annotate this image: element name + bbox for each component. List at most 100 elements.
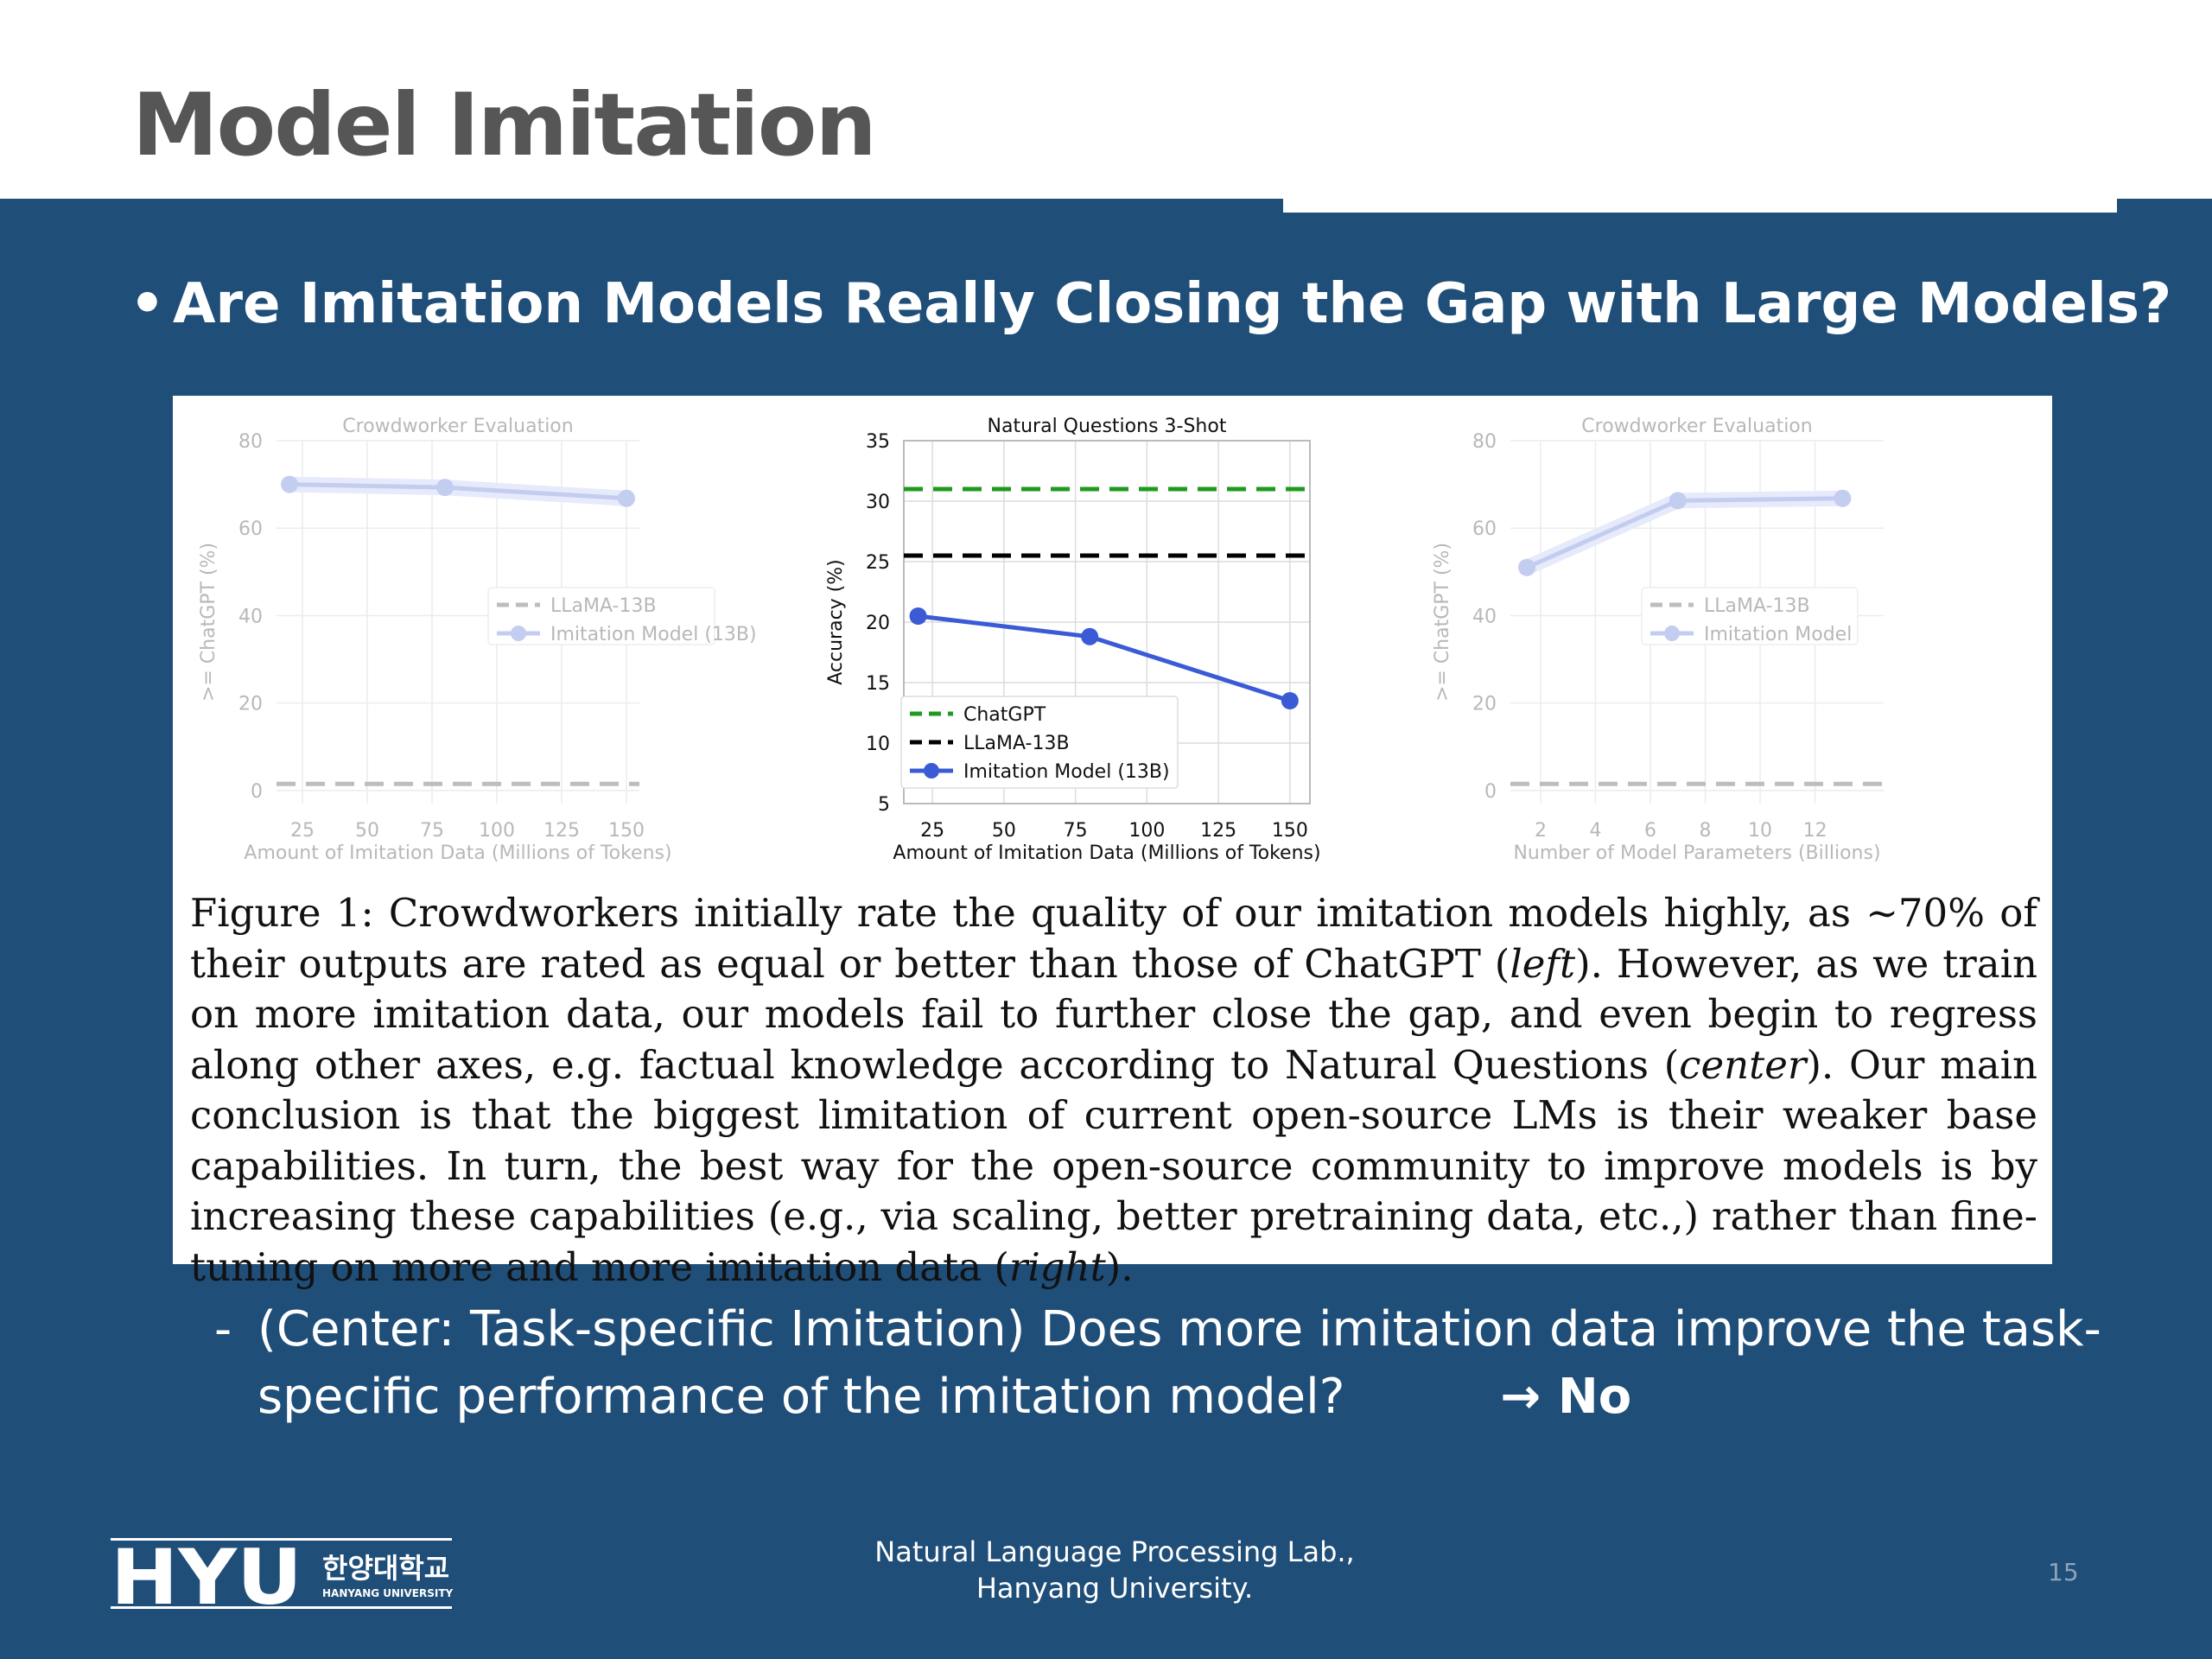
- chart-center-natural-questions: 25 50 75 100 125 150 5 10 15 20 25 30 35 Natural Ques…: [825, 416, 1321, 862]
- y-tick-label: 80: [238, 431, 263, 453]
- y-tick-label: 80: [1472, 431, 1497, 453]
- legend-box: [487, 587, 715, 645]
- x-tick-label: 150: [1272, 820, 1308, 842]
- x-axis-label: Number of Model Parameters (Billions): [1513, 842, 1880, 862]
- y-tick-label: 30: [866, 492, 890, 513]
- x-tick-label: 125: [1200, 820, 1236, 842]
- x-tick-label: 75: [1064, 820, 1088, 842]
- footer-lab-line2: Hanyang University.: [976, 1572, 1254, 1605]
- x-tick-label: 100: [479, 820, 515, 842]
- x-tick-label: 10: [1748, 820, 1772, 842]
- figure-image: 25 50 75 100 125 150 0 20 40 60 80 Crowdworker Eval…: [173, 396, 2052, 1290]
- caption-italic-center: center: [1679, 1041, 1807, 1088]
- x-tick-label: 25: [290, 820, 315, 842]
- x-tick-label: 150: [608, 820, 645, 842]
- plot-frame: [903, 440, 1311, 804]
- header-tab-decoration: [1283, 199, 2117, 213]
- y-tick-label: 20: [238, 694, 263, 715]
- y-tick-label: 25: [866, 552, 890, 574]
- data-point: [1669, 492, 1687, 510]
- sub-bullet-dash: -: [214, 1301, 232, 1357]
- caption-text-2: ). However, as we train on more imitatio…: [190, 940, 2037, 1088]
- legend-label: ChatGPT: [963, 704, 1046, 726]
- y-tick-label: 0: [251, 781, 263, 803]
- y-axis-label: >= ChatGPT (%): [1432, 543, 1453, 702]
- y-tick-label: 5: [878, 794, 890, 816]
- x-tick-label: 50: [992, 820, 1016, 842]
- y-tick-label: 60: [1472, 518, 1497, 540]
- bullet-dot: •: [130, 272, 165, 336]
- legend-marker: [924, 763, 939, 779]
- footer-lab-line1: Natural Language Processing Lab.,: [874, 1535, 1355, 1568]
- x-axis-label: Amount of Imitation Data (Millions of To…: [244, 842, 671, 862]
- logo-english: HANYANG UNIVERSITY: [322, 1587, 454, 1599]
- data-point: [436, 479, 454, 497]
- legend-label: Imitation Model (13B): [963, 761, 1170, 783]
- logo-korean: 한양대학교: [322, 1552, 449, 1585]
- data-point: [909, 607, 927, 625]
- right-arrow-icon: →: [1500, 1369, 1541, 1425]
- data-point: [1834, 489, 1852, 507]
- data-point: [1081, 627, 1099, 645]
- y-tick-label: 15: [866, 673, 890, 695]
- data-point: [618, 489, 635, 507]
- caption-italic-left: left: [1510, 940, 1576, 987]
- hyu-logo: HYU 한양대학교 HANYANG UNIVERSITY: [111, 1533, 456, 1622]
- caption-text-1: Figure 1: Crowdworkers initially rate th…: [190, 890, 2037, 987]
- legend-label: Imitation Model (13B): [550, 624, 757, 645]
- caption-text-4: ).: [1105, 1243, 1134, 1290]
- x-axis-label: Amount of Imitation Data (Millions of To…: [893, 842, 1320, 862]
- legend-label: LLaMA-13B: [550, 595, 657, 617]
- logo-text: HYU: [111, 1538, 302, 1611]
- sub-bullet-text: (Center: Task-specific Imitation) Does m…: [257, 1301, 2101, 1425]
- data-point: [1518, 558, 1536, 576]
- answer-text: No: [1557, 1369, 1632, 1425]
- y-axis-label: Accuracy (%): [825, 559, 847, 685]
- chart-left-crowdworker: 25 50 75 100 125 150 0 20 40 60 80 Crowdworker Eval…: [198, 416, 757, 862]
- x-tick-label: 8: [1700, 820, 1712, 842]
- y-tick-label: 60: [238, 518, 263, 540]
- x-tick-label: 2: [1535, 820, 1547, 842]
- chart-title: Natural Questions 3-Shot: [988, 416, 1227, 437]
- legend-marker: [511, 626, 526, 641]
- page-number: 15: [2048, 1558, 2079, 1586]
- x-tick-label: 6: [1644, 820, 1656, 842]
- x-tick-label: 12: [1803, 820, 1827, 842]
- x-tick-label: 125: [543, 820, 580, 842]
- y-tick-label: 20: [866, 613, 890, 634]
- legend-label: LLaMA-13B: [1704, 595, 1810, 617]
- slide-title: Model Imitation: [132, 74, 877, 175]
- caption-text-3: ). Our main conclusion is that the bigge…: [190, 1041, 2038, 1290]
- series-line: [1526, 496, 1843, 570]
- chart-right-crowdworker-params: 2 4 6 8 10 12 0 20 40 60 80 Crowdworker Evaluation N…: [1432, 416, 1884, 862]
- x-tick-label: 25: [920, 820, 944, 842]
- y-tick-label: 20: [1472, 694, 1497, 715]
- figure-caption: Figure 1: Crowdworkers initially rate th…: [190, 888, 2037, 1293]
- answer: → No: [1500, 1369, 1631, 1425]
- legend-marker: [1664, 626, 1680, 641]
- y-tick-label: 35: [866, 431, 890, 453]
- legend-label: Imitation Model: [1704, 624, 1852, 645]
- sub-bullet-text-block: (Center: Task-specific Imitation) Does m…: [257, 1296, 2115, 1431]
- caption-italic-right: right: [1008, 1243, 1106, 1290]
- legend-label: LLaMA-13B: [963, 733, 1070, 754]
- chart-title: Crowdworker Evaluation: [1581, 416, 1812, 437]
- footer-lab: Natural Language Processing Lab., Hanyan…: [864, 1534, 1365, 1606]
- x-tick-label: 100: [1128, 820, 1165, 842]
- y-tick-label: 40: [238, 606, 263, 627]
- slide-header: Model Imitation: [0, 0, 2212, 199]
- y-axis-label: >= ChatGPT (%): [198, 543, 219, 702]
- legend-box: [1641, 587, 1859, 645]
- y-tick-label: 0: [1484, 781, 1497, 803]
- x-tick-label: 75: [420, 820, 444, 842]
- confidence-band: [1519, 490, 1851, 575]
- main-bullet-text: Are Imitation Models Really Closing the …: [173, 272, 2172, 336]
- main-bullet: • Are Imitation Models Really Closing the…: [130, 272, 2171, 336]
- data-point: [281, 475, 298, 493]
- x-tick-label: 50: [355, 820, 379, 842]
- series-line: [918, 613, 1291, 703]
- chart-title: Crowdworker Evaluation: [342, 416, 573, 437]
- legend-box: [900, 696, 1179, 789]
- x-tick-label: 4: [1589, 820, 1601, 842]
- y-tick-label: 40: [1472, 606, 1497, 627]
